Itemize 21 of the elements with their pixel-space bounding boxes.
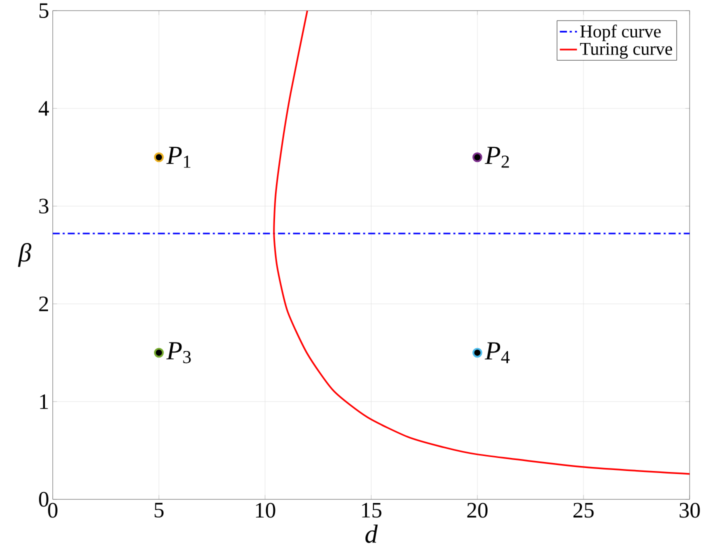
y-tick-label: 2 [39, 296, 48, 312]
x-tick-label: 5 [154, 502, 164, 518]
x-tick-label: 20 [467, 502, 488, 518]
x-tick-label: 25 [573, 502, 594, 518]
x-tick-label: 10 [256, 502, 276, 518]
y-tick-label: 0 [39, 492, 48, 507]
series-label: P$_{4}$ [484, 342, 510, 363]
series-label: P$_{3}$ [166, 342, 191, 364]
x-axis-title: d [365, 524, 378, 543]
y-tick-label: 3 [39, 198, 48, 214]
legend-label: Turing curve [580, 42, 672, 59]
y-tick-label: 4 [38, 101, 49, 116]
y-axis-title: β [18, 242, 32, 267]
y-tick-label: 1 [40, 394, 48, 409]
series-label: P$_{1}$ [166, 146, 190, 168]
line-series [273, 10, 690, 475]
legend-label: Hopf curve [580, 24, 661, 42]
y-tick-label: 5 [39, 3, 48, 18]
x-tick-label: 15 [362, 502, 382, 518]
x-tick-label: 30 [680, 502, 700, 518]
series-label: P$_{2}$ [484, 146, 509, 168]
